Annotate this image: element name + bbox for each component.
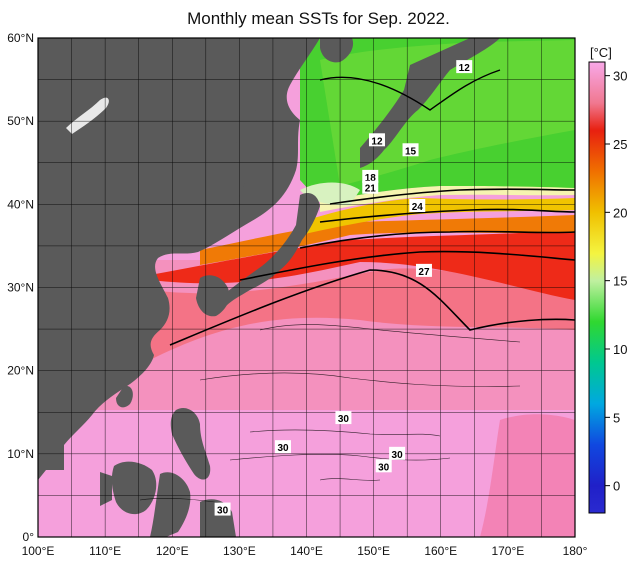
band-15-18	[320, 186, 575, 212]
contour-label-bg	[415, 263, 432, 277]
lon-tick-label: 170°E	[491, 544, 524, 558]
contour-label-bg	[402, 143, 419, 157]
contour-label-bg	[335, 411, 352, 425]
colorbar-tick-label: 5	[613, 410, 620, 425]
contour-label: 30	[217, 506, 229, 517]
band-21-24	[200, 215, 575, 265]
lon-tick-label: 100°E	[22, 544, 55, 558]
contour-label: 24	[412, 202, 424, 213]
contour-12	[319, 69, 501, 111]
contour-label: 30	[378, 462, 390, 473]
contour-label-bg	[409, 198, 426, 212]
contour-label-bg	[368, 133, 385, 147]
lat-tick-label: 30°N	[7, 281, 34, 295]
contour-label: 21	[365, 184, 377, 195]
lat-tick-label: 20°N	[7, 364, 34, 378]
equatorial-warm	[480, 414, 575, 537]
map-frame	[37, 37, 576, 538]
lon-tick-label: 110°E	[89, 544, 121, 558]
colorbar-tick-label: 0	[613, 479, 620, 494]
band-18-21	[300, 198, 575, 235]
lat-tick-label: 50°N	[7, 114, 34, 128]
colorbar-tick-label: 20	[613, 205, 627, 220]
contour-18	[319, 208, 575, 223]
contour-label: 12	[459, 63, 471, 74]
longitude-labels: 100°E 110°E 120°E 130°E 140°E 150°E 160°E 170°E…	[22, 544, 588, 558]
map-title: Monthly mean SSTs for Sep. 2022.	[187, 9, 450, 28]
band-27-28	[150, 268, 575, 360]
contour-label: 18	[365, 173, 377, 184]
lon-tick-label: 180°	[563, 544, 588, 558]
contours	[169, 69, 575, 346]
band-24-27	[150, 230, 575, 300]
minor-contours	[139, 324, 521, 505]
lat-tick-label: 60°N	[7, 31, 34, 45]
land	[38, 38, 500, 537]
lat-tick-label: 40°N	[7, 197, 34, 211]
colorbar-tick-label: 10	[613, 342, 627, 357]
lon-tick-label: 160°E	[424, 544, 457, 558]
contour-label-bg	[389, 446, 406, 460]
contour-label-bg	[456, 60, 473, 74]
contour-label: 30	[338, 414, 350, 425]
graticule	[38, 38, 575, 537]
contour-21	[299, 230, 575, 249]
contour-15	[329, 188, 575, 205]
lon-tick-label: 130°E	[223, 544, 256, 558]
contour-label: 30	[392, 450, 404, 461]
contour-label: 15	[405, 146, 417, 157]
contour-label-bg	[362, 180, 379, 194]
frozen-lake	[66, 97, 109, 134]
contour-label-bg	[375, 459, 392, 473]
colorbar-unit: [°C]	[590, 45, 612, 60]
latitude-labels: 60°N 50°N 40°N 30°N 20°N 10°N 0°	[7, 31, 34, 544]
contour-label: 12	[371, 136, 383, 147]
lon-tick-label: 120°E	[156, 544, 189, 558]
lat-tick-label: 0°	[23, 530, 35, 544]
colorbar	[588, 61, 606, 514]
colorbar-tick-label: 30	[613, 69, 627, 84]
contour-label-bg	[362, 169, 379, 183]
contour-27	[169, 269, 575, 346]
lat-tick-label: 10°N	[7, 447, 34, 461]
contour-label: 30	[277, 443, 289, 454]
contour-label: 27	[418, 267, 430, 278]
contour-24	[239, 250, 575, 281]
colorbar-tick-label: 25	[613, 137, 627, 152]
lon-tick-label: 150°E	[357, 544, 390, 558]
contour-label-bg	[275, 440, 292, 454]
colorbar-ticks: 30 25 20 15 10 5 0	[605, 69, 627, 494]
contour-label-bg	[214, 502, 231, 516]
colorbar-tick-label: 15	[613, 274, 627, 289]
lon-tick-label: 140°E	[290, 544, 323, 558]
